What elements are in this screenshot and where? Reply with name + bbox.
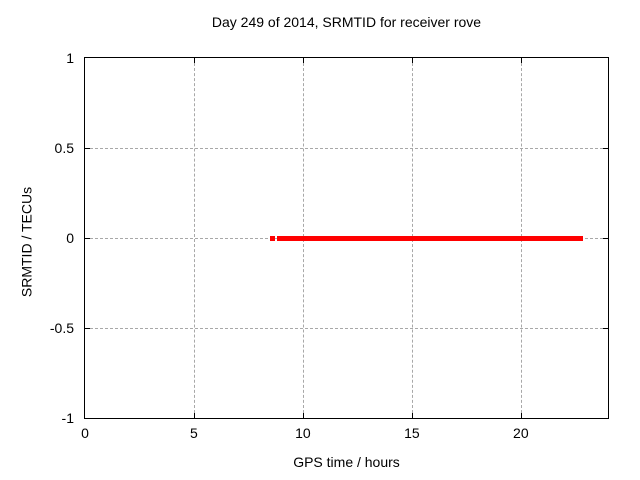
- y-tick-right: [603, 148, 608, 149]
- x-tick-label: 15: [404, 425, 420, 441]
- x-tick-bottom: [193, 413, 195, 418]
- x-tick-label: 0: [81, 425, 89, 441]
- y-tick-label: -0.5: [49, 320, 74, 336]
- x-axis-label: GPS time / hours: [293, 454, 400, 470]
- y-tick-label: 1: [66, 50, 74, 66]
- x-tick-top: [193, 58, 195, 63]
- y-tick-right: [603, 328, 608, 329]
- x-tick-bottom: [302, 413, 304, 418]
- x-tick-top: [302, 58, 304, 63]
- x-tick-top: [411, 58, 413, 63]
- chart-title: Day 249 of 2014, SRMTID for receiver rov…: [211, 14, 482, 30]
- series-line-segment: [270, 235, 275, 241]
- x-tick-label: 20: [513, 425, 529, 441]
- y-gridline: [85, 148, 608, 149]
- x-tick-bottom: [411, 413, 413, 418]
- y-tick-right: [603, 238, 608, 239]
- y-gridline: [85, 328, 608, 329]
- y-tick-left: [85, 148, 90, 149]
- x-tick-label: 10: [295, 425, 311, 441]
- y-tick-label: 0.5: [54, 140, 74, 156]
- x-tick-top: [520, 58, 522, 63]
- series-line-segment: [276, 235, 583, 241]
- y-tick-left: [85, 328, 90, 329]
- y-tick-label: -1: [61, 410, 74, 426]
- y-tick-left: [85, 238, 90, 239]
- y-tick-label: 0: [66, 230, 74, 246]
- x-tick-bottom: [520, 413, 522, 418]
- plot-area: [84, 57, 609, 419]
- x-tick-label: 5: [190, 425, 198, 441]
